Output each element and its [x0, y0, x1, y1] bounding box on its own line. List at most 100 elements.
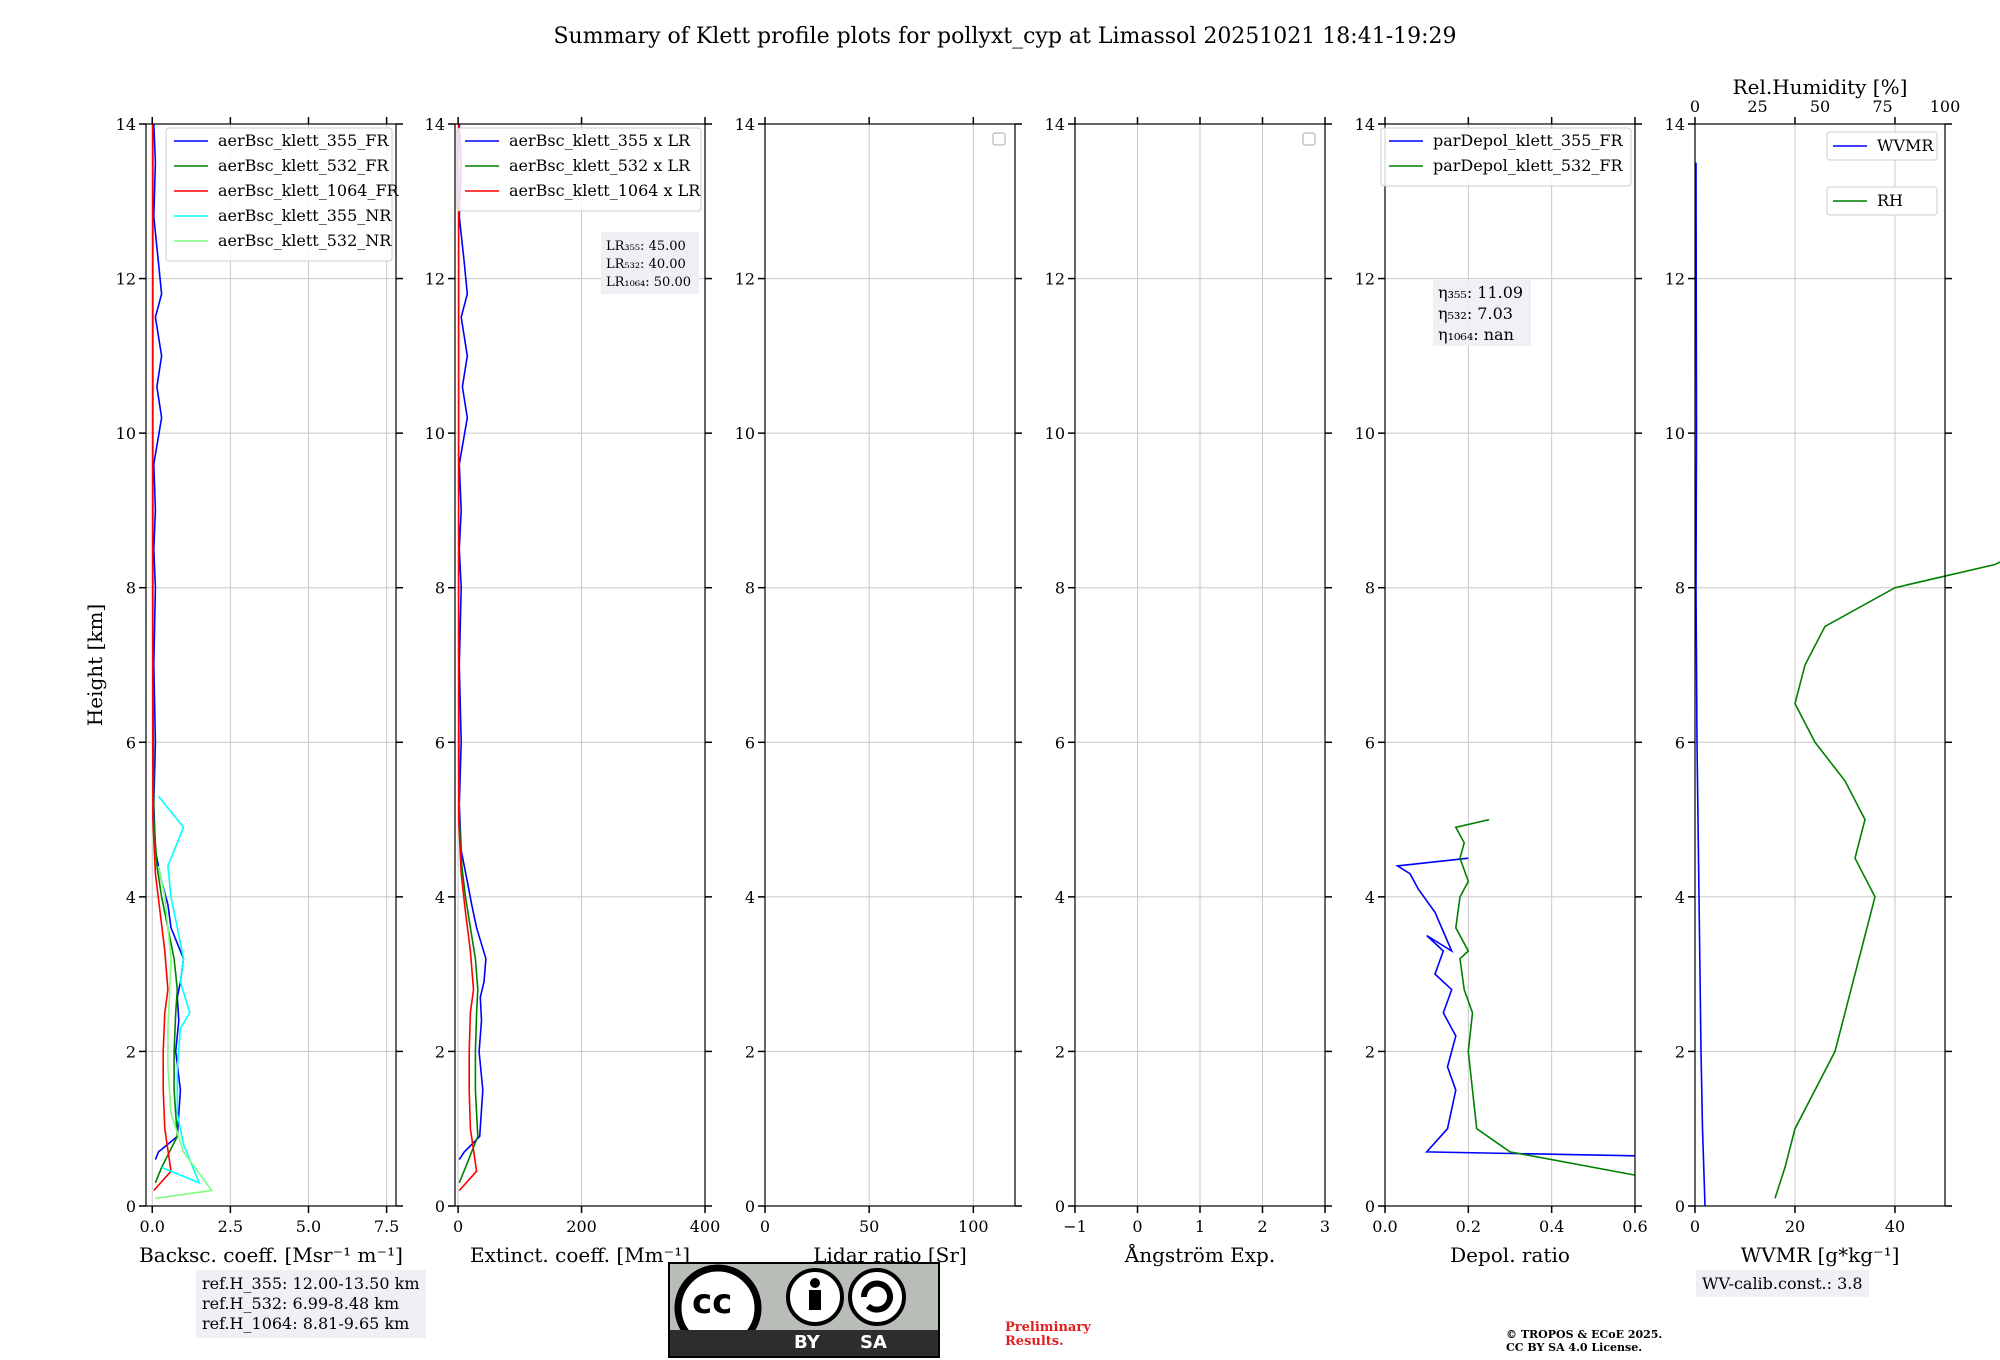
x-tick-label: 7.5: [374, 1217, 399, 1236]
legend-label: aerBsc_klett_355_FR: [218, 131, 389, 150]
copyright-line-1: © TROPOS & ECoE 2025.: [1506, 1328, 1663, 1341]
y-tick-label: 2: [1675, 1042, 1685, 1061]
x-tick-label: 3: [1320, 1217, 1330, 1236]
y-tick-label: 8: [435, 579, 445, 598]
eta-text: η₁₀₆₄: nan: [1438, 325, 1514, 344]
y-tick-label: 4: [745, 888, 755, 907]
x-axis-label: Ångström Exp.: [1124, 1242, 1275, 1267]
x-tick-label: 5.0: [296, 1217, 321, 1236]
series-line-depol-1: [1454, 818, 1636, 1176]
y-tick-label: 12: [425, 270, 445, 289]
legend-label: parDepol_klett_532_FR: [1433, 156, 1624, 175]
y-tick-label: 8: [1365, 579, 1375, 598]
x-tick-label: 2: [1257, 1217, 1267, 1236]
y-tick-label: 12: [1665, 270, 1685, 289]
x-tick-label: 0: [760, 1217, 770, 1236]
y-tick-label: 0: [126, 1197, 136, 1216]
y-tick-label: 4: [435, 888, 445, 907]
x-tick-label: 2.5: [218, 1217, 243, 1236]
x-tick-label: 20: [1785, 1217, 1805, 1236]
x-tick-label: 0.0: [1372, 1217, 1397, 1236]
series-line-backscatter-2: [151, 124, 172, 1192]
copyright-note: © TROPOS & ECoE 2025. CC BY SA 4.0 Licen…: [1506, 1328, 1662, 1354]
y-tick-label: 14: [735, 115, 755, 134]
series-line-extinction-1: [457, 124, 479, 1184]
y-tick-label: 8: [126, 579, 136, 598]
x-axis-label: Depol. ratio: [1450, 1243, 1570, 1267]
eta-text: η₅₃₂: 7.03: [1438, 304, 1513, 323]
legend-label: RH: [1877, 191, 1903, 210]
cc-mark: cc: [692, 1282, 733, 1322]
cc-license-logo: cc BY SA: [668, 1262, 940, 1358]
legend-label: aerBsc_klett_532_FR: [218, 156, 389, 175]
y-tick-label: 8: [1055, 579, 1065, 598]
eta-text: η₃₅₅: 11.09: [1438, 283, 1523, 302]
lidar-ratio-text: LR₅₃₂: 40.00: [606, 257, 686, 272]
cc-label-bar: [670, 1330, 938, 1356]
y-tick-label: 10: [1045, 424, 1065, 443]
series-line-backscatter-0: [152, 123, 185, 1160]
cc-by-label: BY: [794, 1332, 820, 1353]
wv-calib-text: WV-calib.const.: 3.8: [1702, 1274, 1863, 1293]
y-tick-label: 0: [745, 1197, 755, 1216]
y-tick-label: 4: [1675, 888, 1685, 907]
y-tick-label: 6: [1675, 733, 1685, 752]
y-tick-label: 6: [435, 733, 445, 752]
x-tick-label: −1: [1063, 1217, 1087, 1236]
y-axis-label: Height [km]: [83, 604, 107, 726]
y-tick-label: 6: [126, 733, 136, 752]
y-tick-label: 2: [126, 1042, 136, 1061]
x-top-tick-label: 25: [1747, 97, 1767, 116]
series-line-wvmr-1: [1774, 561, 2000, 1199]
series-line-wvmr-0: [1695, 162, 1706, 1207]
legend-label: WVMR: [1877, 136, 1934, 155]
ref-height-355: ref.H_355: 12.00-13.50 km: [202, 1274, 420, 1293]
legend-label: aerBsc_klett_1064 x LR: [509, 181, 701, 200]
series-line-extinction-2: [457, 124, 478, 1192]
legend-label: aerBsc_klett_355 x LR: [509, 131, 691, 150]
x-tick-label: 0: [1132, 1217, 1142, 1236]
y-tick-label: 14: [425, 115, 445, 134]
legend-label: aerBsc_klett_532_NR: [218, 231, 392, 250]
x-tick-label: 0: [1690, 1217, 1700, 1236]
y-tick-label: 6: [1365, 733, 1375, 752]
legend-box: [165, 127, 393, 262]
y-tick-label: 2: [745, 1042, 755, 1061]
y-tick-label: 2: [1055, 1042, 1065, 1061]
x-axis-label: Extinct. coeff. [Mm⁻¹]: [470, 1243, 690, 1267]
x-top-axis-label: Rel.Humidity [%]: [1733, 75, 1908, 99]
eta-box: [1433, 280, 1531, 346]
legend-label: aerBsc_klett_1064_FR: [218, 181, 400, 200]
lidar-ratio-box: [601, 232, 699, 294]
panel-backscatter: 0 2 4 6 8 10 12 14 0.0 2.5 5.0 7.5 Backsc. coeff. [M…: [116, 115, 403, 1267]
y-tick-label: 12: [116, 270, 136, 289]
axes-frame: [764, 123, 1016, 1207]
y-tick-label: 12: [1355, 270, 1375, 289]
x-tick-label: 0.0: [140, 1217, 165, 1236]
legend-box: [456, 127, 702, 212]
y-tick-label: 0: [1675, 1197, 1685, 1216]
series-line-backscatter-3: [157, 795, 201, 1185]
y-tick-label: 2: [435, 1042, 445, 1061]
y-tick-label: 14: [116, 115, 136, 134]
wv-calib-box: WV-calib.const.: 3.8: [1696, 1270, 1869, 1297]
reference-height-box: ref.H_355: 12.00-13.50 km ref.H_532: 6.9…: [196, 1270, 426, 1338]
legend-label: parDepol_klett_355_FR: [1433, 131, 1624, 150]
legend-label: aerBsc_klett_355_NR: [218, 206, 392, 225]
ref-height-1064: ref.H_1064: 8.81-9.65 km: [202, 1314, 410, 1333]
y-tick-label: 4: [1055, 888, 1065, 907]
x-top-tick-label: 50: [1810, 97, 1830, 116]
y-tick-label: 14: [1355, 115, 1375, 134]
legend-box: [1826, 131, 1938, 161]
cc-sa-label: SA: [860, 1332, 887, 1353]
axes-frame: [1384, 123, 1636, 1207]
y-tick-label: 10: [735, 424, 755, 443]
x-tick-label: 50: [859, 1217, 879, 1236]
preliminary-note: Preliminary Results.: [1005, 1321, 1091, 1349]
x-tick-label: 100: [958, 1217, 989, 1236]
y-tick-label: 10: [1355, 424, 1375, 443]
